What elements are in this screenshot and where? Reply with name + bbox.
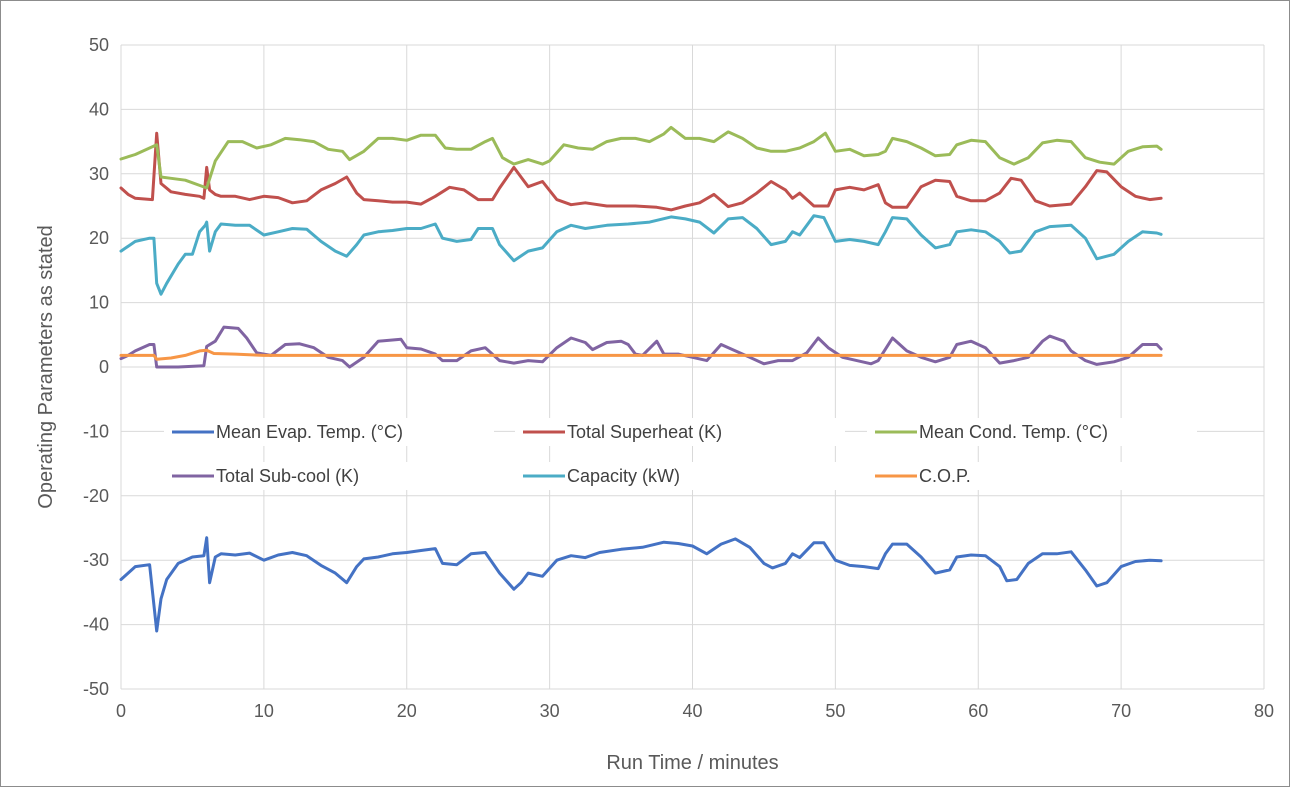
x-tick-label: 10 — [254, 701, 274, 721]
x-tick-label: 80 — [1254, 701, 1274, 721]
legend-entry-bg — [515, 462, 845, 490]
legend-label: Total Superheat (K) — [567, 422, 722, 442]
y-tick-label: -40 — [83, 615, 109, 635]
x-tick-label: 60 — [968, 701, 988, 721]
x-tick-label: 40 — [682, 701, 702, 721]
legend-entry-bg — [515, 418, 845, 446]
legend-label: Capacity (kW) — [567, 466, 680, 486]
series-line-5 — [119, 214, 1163, 296]
x-tick-label: 70 — [1111, 701, 1131, 721]
x-tick-label: 20 — [397, 701, 417, 721]
series-line-6 — [119, 348, 1163, 361]
y-tick-label: -50 — [83, 679, 109, 699]
x-tick-label: 30 — [540, 701, 560, 721]
y-tick-label: -30 — [83, 550, 109, 570]
x-tick-labels: 0 10 20 30 40 50 60 70 80 — [116, 701, 1274, 721]
x-tick-label: 0 — [116, 701, 126, 721]
legend-entry-bg — [867, 462, 1197, 490]
legend-label: Mean Evap. Temp. (°C) — [216, 422, 403, 442]
series-line-4 — [119, 325, 1163, 369]
y-tick-label: 40 — [89, 99, 109, 119]
legend-entry-bg — [867, 418, 1197, 446]
legend-entry-bg — [164, 462, 494, 490]
legend-label: Mean Cond. Temp. (°C) — [919, 422, 1108, 442]
legend-entry-bg — [164, 418, 494, 446]
y-tick-label: 30 — [89, 164, 109, 184]
y-tick-label: 0 — [99, 357, 109, 377]
gridlines — [120, 44, 1265, 690]
y-tick-labels: -50 -40 -30 -20 -10 0 10 20 30 40 50 — [83, 35, 109, 699]
y-tick-label: 10 — [89, 293, 109, 313]
x-tick-label: 50 — [825, 701, 845, 721]
y-tick-label: -20 — [83, 486, 109, 506]
y-tick-label: -10 — [83, 421, 109, 441]
y-axis-title: Operating Parameters as stated — [35, 225, 57, 508]
legend-label: C.O.P. — [919, 466, 971, 486]
y-tick-label: 20 — [89, 228, 109, 248]
x-axis-title: Run Time / minutes — [606, 752, 778, 774]
series-line-1 — [119, 536, 1163, 633]
legend: Mean Evap. Temp. (°C) Total Superheat (K)… — [164, 418, 1197, 490]
series-line-2 — [119, 131, 1163, 212]
series-layer — [119, 125, 1163, 633]
series-line-3 — [119, 125, 1163, 190]
y-tick-label: 50 — [89, 35, 109, 55]
legend-label: Total Sub-cool (K) — [216, 466, 359, 486]
